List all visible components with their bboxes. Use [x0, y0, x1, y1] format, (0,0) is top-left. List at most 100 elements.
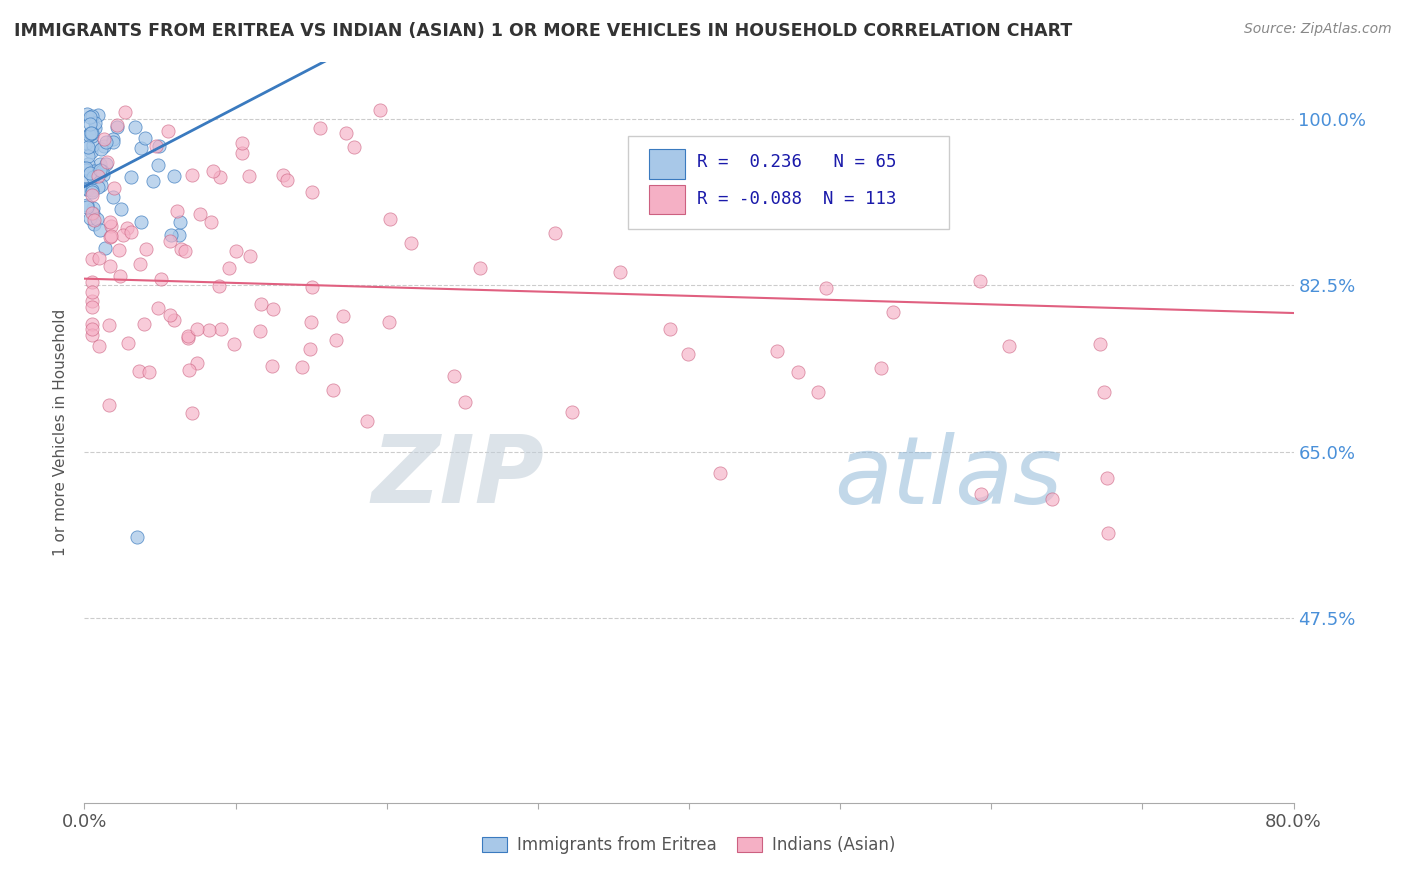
Point [970, 487, 993, 501]
Point [93, 139, 115, 153]
Text: R =  0.236   N = 65: R = 0.236 N = 65 [697, 153, 897, 171]
Point [148, 139, 170, 153]
Point [231, 145, 253, 160]
Point [80, 294, 103, 309]
Point [134, 131, 156, 145]
Point [129, 141, 152, 155]
Point [786, 364, 808, 378]
Point [145, 139, 167, 153]
Point [83, 164, 105, 178]
Point [709, 466, 731, 480]
Point [96, 157, 118, 171]
Point [80, 317, 103, 331]
Point [82, 206, 104, 220]
Point [112, 227, 135, 242]
Point [80, 328, 103, 343]
Point [157, 124, 180, 138]
Point [80, 183, 103, 197]
Point [356, 414, 378, 428]
Point [80, 126, 103, 140]
Point [80, 276, 103, 290]
Point [75, 163, 97, 178]
Legend: Immigrants from Eritrea, Indians (Asian): Immigrants from Eritrea, Indians (Asian) [475, 830, 903, 861]
Point [177, 328, 200, 343]
Point [101, 135, 124, 149]
Point [96, 135, 118, 149]
Point [181, 169, 204, 183]
Point [262, 359, 284, 373]
Point [676, 347, 699, 361]
Point [89, 157, 111, 171]
Point [335, 127, 357, 141]
Point [163, 313, 186, 327]
Point [82, 137, 104, 152]
Point [609, 265, 631, 279]
Point [83, 217, 105, 231]
Point [766, 344, 789, 359]
Point [105, 119, 128, 133]
Point [75, 161, 97, 176]
Point [1040, 492, 1063, 507]
Point [325, 333, 347, 347]
Point [80, 126, 103, 140]
Point [239, 249, 262, 263]
Point [179, 362, 201, 376]
Point [380, 212, 402, 227]
Point [298, 343, 321, 357]
Point [96, 154, 118, 169]
Point [103, 190, 125, 204]
Point [159, 308, 181, 322]
Point [83, 212, 105, 227]
Point [169, 228, 191, 243]
Point [169, 215, 191, 229]
Point [180, 406, 202, 420]
Point [131, 214, 153, 228]
Point [170, 242, 193, 256]
Point [87, 179, 110, 194]
Point [76, 198, 98, 212]
Point [89, 162, 111, 177]
Point [90, 178, 112, 192]
Point [90, 142, 112, 156]
Text: Source: ZipAtlas.com: Source: ZipAtlas.com [1244, 22, 1392, 37]
Point [209, 322, 232, 336]
Point [89, 223, 111, 237]
Point [103, 181, 125, 195]
Point [77, 157, 100, 171]
Point [80, 186, 103, 200]
Point [225, 244, 247, 259]
Point [80, 285, 103, 300]
Point [100, 219, 122, 233]
Point [468, 261, 491, 276]
Point [176, 331, 198, 345]
Point [80, 300, 103, 314]
Text: atlas: atlas [834, 432, 1063, 523]
Point [998, 339, 1021, 353]
Point [343, 139, 366, 153]
Point [882, 305, 904, 319]
Point [75, 136, 97, 150]
Point [807, 385, 830, 400]
Point [969, 274, 991, 288]
Point [149, 272, 172, 286]
Point [200, 215, 222, 229]
Point [142, 174, 165, 188]
Point [98, 398, 121, 412]
Point [870, 361, 893, 376]
Point [271, 168, 294, 182]
Point [87, 339, 110, 353]
Point [262, 301, 284, 316]
Point [82, 201, 104, 215]
Point [79, 211, 101, 225]
Point [658, 322, 681, 336]
Point [80, 206, 103, 220]
Point [309, 121, 332, 136]
Point [332, 309, 354, 323]
Point [128, 364, 150, 378]
Point [454, 395, 477, 409]
Point [135, 242, 157, 256]
Point [87, 108, 110, 122]
Point [114, 105, 136, 120]
Point [127, 530, 149, 544]
Point [146, 301, 169, 316]
